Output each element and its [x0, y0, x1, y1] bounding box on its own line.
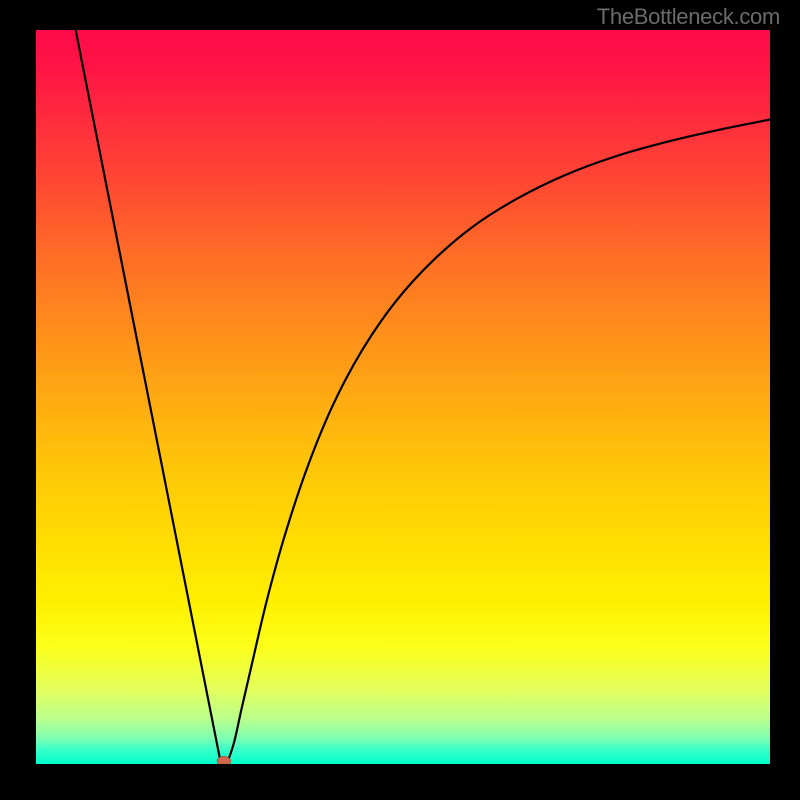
plot-background — [36, 30, 770, 764]
minimum-marker — [217, 756, 231, 764]
chart-container: TheBottleneck.com — [0, 0, 800, 800]
bottleneck-chart — [36, 30, 770, 764]
watermark-text: TheBottleneck.com — [597, 4, 780, 30]
